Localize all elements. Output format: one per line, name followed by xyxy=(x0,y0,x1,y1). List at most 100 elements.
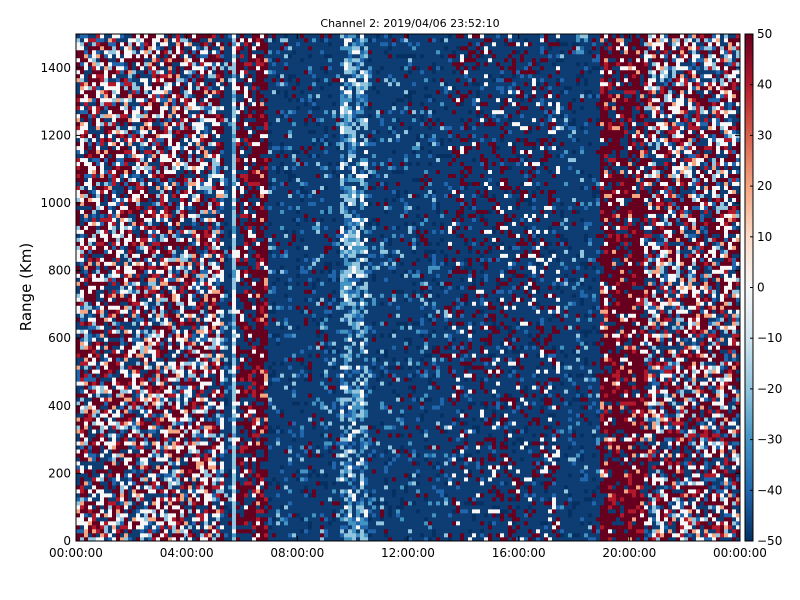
heatmap-cell xyxy=(172,169,177,175)
heatmap-cell xyxy=(208,133,213,139)
heatmap-cell xyxy=(96,233,101,238)
heatmap-cell xyxy=(200,109,205,115)
heatmap-cell xyxy=(100,117,105,123)
chart-title: Channel 2: 2019/04/06 23:52:10 xyxy=(320,17,499,30)
heatmap-cell xyxy=(76,333,81,338)
heatmap-cell xyxy=(92,337,97,342)
heatmap-cell xyxy=(184,229,189,234)
heatmap-cell xyxy=(76,193,81,198)
heatmap-cell xyxy=(224,241,229,246)
heatmap-cell xyxy=(132,269,137,274)
heatmap-cell xyxy=(220,77,225,83)
heatmap-cell xyxy=(160,481,165,486)
heatmap-cell xyxy=(100,437,105,442)
heatmap-cell xyxy=(152,489,157,494)
heatmap-cell xyxy=(84,273,89,278)
heatmap-cell xyxy=(156,465,161,470)
heatmap-cell xyxy=(80,257,85,262)
heatmap-cell xyxy=(164,297,169,302)
heatmap-cell xyxy=(220,113,225,119)
heatmap-cell xyxy=(180,493,185,498)
heatmap-cell xyxy=(144,117,149,123)
heatmap-cell xyxy=(136,129,141,135)
heatmap-cell xyxy=(216,89,221,95)
heatmap-cell xyxy=(228,141,233,147)
heatmap-cell xyxy=(112,349,117,354)
heatmap-cell xyxy=(184,85,189,91)
heatmap-cell xyxy=(92,293,97,298)
heatmap-cell xyxy=(144,365,149,370)
heatmap-cell xyxy=(188,297,193,302)
heatmap-cell xyxy=(104,117,109,123)
heatmap-cell xyxy=(228,221,233,226)
heatmap-cell xyxy=(228,289,233,294)
heatmap-cell xyxy=(228,189,233,194)
heatmap-cell xyxy=(160,213,165,218)
heatmap-cell xyxy=(144,217,149,222)
heatmap-cell xyxy=(120,161,125,167)
heatmap-cell xyxy=(212,141,217,147)
heatmap-cell xyxy=(96,129,101,135)
heatmap-cell xyxy=(100,441,105,446)
heatmap-cell xyxy=(168,521,173,526)
heatmap-cell xyxy=(80,365,85,370)
heatmap-cell xyxy=(120,129,125,135)
heatmap-cell xyxy=(116,61,121,67)
heatmap-cell xyxy=(116,377,121,382)
heatmap-cell xyxy=(232,449,237,454)
heatmap-cell xyxy=(128,141,133,147)
heatmap-cell xyxy=(104,141,109,147)
heatmap-cell xyxy=(220,185,225,190)
heatmap-cell xyxy=(208,529,213,534)
heatmap-cell xyxy=(156,365,161,370)
heatmap-cell xyxy=(108,137,113,143)
heatmap-cell xyxy=(92,341,97,346)
heatmap-cell xyxy=(96,441,101,446)
heatmap-cell xyxy=(76,313,81,318)
heatmap-cell xyxy=(164,61,169,67)
heatmap-cell xyxy=(224,305,229,310)
heatmap-cell xyxy=(172,161,177,167)
heatmap-cell xyxy=(164,133,169,139)
heatmap-cell xyxy=(172,77,177,83)
heatmap-cell xyxy=(204,413,209,418)
heatmap-cell xyxy=(152,241,157,246)
heatmap-cell xyxy=(96,357,101,362)
heatmap-cell xyxy=(216,481,221,486)
heatmap-cell xyxy=(120,433,125,438)
heatmap-cell xyxy=(108,317,113,322)
heatmap-cell xyxy=(148,317,153,322)
heatmap-cell xyxy=(228,113,233,119)
heatmap-cell xyxy=(208,73,213,79)
heatmap-cell xyxy=(160,341,165,346)
heatmap-cell xyxy=(200,453,205,458)
heatmap-cell xyxy=(164,169,169,175)
heatmap-cell xyxy=(200,137,205,143)
heatmap-cell xyxy=(144,493,149,498)
heatmap-cell xyxy=(180,121,185,127)
heatmap-cell xyxy=(204,481,209,486)
heatmap-cell xyxy=(124,177,129,183)
heatmap-cell xyxy=(116,277,121,282)
heatmap-cell xyxy=(204,125,209,131)
heatmap-cell xyxy=(80,425,85,430)
heatmap-cell xyxy=(80,397,85,402)
heatmap-cell xyxy=(172,421,177,426)
heatmap-cell xyxy=(204,277,209,282)
heatmap-cell xyxy=(180,273,185,278)
heatmap-cell xyxy=(80,225,85,230)
heatmap-cell xyxy=(172,465,177,470)
heatmap-cell xyxy=(176,161,181,167)
heatmap-cell xyxy=(116,77,121,83)
heatmap-cell xyxy=(224,369,229,374)
heatmap-cell xyxy=(112,321,117,326)
heatmap-cell xyxy=(144,85,149,91)
heatmap-cell xyxy=(92,417,97,422)
heatmap-cell xyxy=(92,173,97,179)
heatmap-cell xyxy=(160,461,165,466)
heatmap-cell xyxy=(228,145,233,151)
heatmap-cell xyxy=(200,485,205,490)
heatmap-cell xyxy=(100,129,105,135)
heatmap-cell xyxy=(212,37,217,43)
heatmap-cell xyxy=(188,109,193,115)
